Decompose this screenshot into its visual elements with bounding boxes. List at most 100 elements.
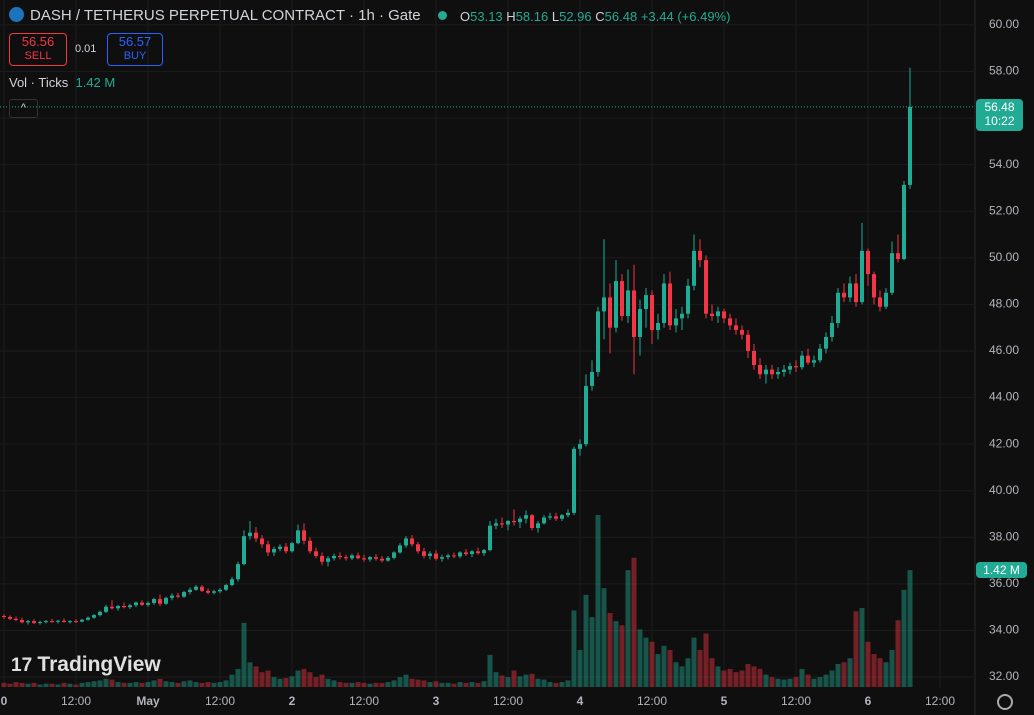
volume-bar — [247, 662, 253, 687]
x-tick-label: May — [136, 694, 160, 708]
volume-bar — [355, 682, 361, 687]
buy-label: BUY — [123, 50, 147, 62]
volume-bar — [649, 641, 655, 687]
candle-body — [524, 515, 528, 519]
volume-bar — [205, 682, 211, 687]
candle-body — [302, 530, 306, 541]
volume-bar — [697, 649, 703, 687]
candle-body — [704, 260, 708, 314]
volume-bar — [517, 676, 523, 687]
volume-bar — [877, 658, 883, 687]
volume-bar — [391, 680, 397, 687]
volume-bar — [37, 684, 43, 687]
volume-bar — [655, 654, 661, 687]
volume-bar — [169, 682, 175, 687]
candle-body — [752, 350, 756, 365]
volume-bar — [127, 682, 133, 687]
candle-body — [494, 523, 498, 526]
volume-bar — [367, 683, 373, 687]
candle-body — [38, 622, 42, 624]
candle-body — [500, 523, 504, 525]
sell-price: 56.56 — [21, 34, 55, 49]
y-tick-label: 52.00 — [989, 203, 1019, 217]
candle-body — [602, 297, 606, 312]
volume-bar — [301, 668, 307, 687]
volume-bar — [469, 682, 475, 687]
candle-body — [398, 545, 402, 553]
volume-bar — [829, 670, 835, 687]
volume-bar — [1, 682, 7, 687]
volume-bar — [565, 680, 571, 687]
volume-bar — [589, 617, 595, 687]
symbol-title[interactable]: DASH / TETHERUS PERPETUAL CONTRACT · 1h … — [30, 7, 421, 24]
volume-bar — [691, 637, 697, 687]
candle-body — [482, 550, 486, 554]
volume-bar — [715, 666, 721, 687]
candle-body — [224, 585, 228, 590]
candle-body — [686, 285, 690, 314]
volume-bar — [199, 682, 205, 687]
candle-body — [716, 311, 720, 317]
candle-body — [62, 620, 66, 623]
settings-icon[interactable] — [997, 694, 1013, 710]
volume-bar — [679, 666, 685, 687]
c-label: C — [595, 9, 605, 24]
candle-body — [842, 292, 846, 298]
candle-body — [896, 253, 900, 259]
candle-body — [368, 557, 372, 560]
volume-bar — [775, 678, 781, 687]
candle-body — [788, 366, 792, 370]
candle-body — [290, 543, 294, 552]
candle-body — [806, 355, 810, 363]
volume-bar — [307, 672, 313, 687]
candle-body — [776, 371, 780, 375]
candle-body — [374, 557, 378, 559]
candle-body — [8, 616, 12, 619]
candle-body — [764, 369, 768, 375]
candle-body — [338, 555, 342, 558]
volume-bar — [91, 681, 97, 687]
candle-body — [866, 250, 870, 275]
collapse-button[interactable]: ^ — [9, 99, 38, 118]
countdown: 10:22 — [984, 114, 1015, 128]
candle-body — [596, 311, 600, 372]
volume-bar — [883, 662, 889, 687]
volume-bar — [811, 678, 817, 687]
volume-bar — [61, 682, 67, 687]
volume-bar — [607, 612, 613, 687]
candle-body — [476, 551, 480, 554]
x-tick-label: 12:00 — [637, 694, 667, 708]
volume-bar — [235, 668, 241, 687]
volume-bar — [505, 677, 511, 687]
volume-bar — [229, 674, 235, 687]
candle-body — [800, 355, 804, 368]
buy-button[interactable]: 56.57 BUY — [107, 33, 163, 66]
sell-button[interactable]: 56.56 SELL — [9, 33, 67, 66]
l-label: L — [551, 9, 560, 24]
volume-bar — [577, 649, 583, 687]
candle-body — [344, 557, 348, 559]
candle-body — [854, 283, 858, 303]
candle-body — [668, 283, 672, 326]
candle-body — [266, 544, 270, 553]
volume-bar — [163, 681, 169, 687]
candle-body — [50, 621, 54, 623]
candle-body — [14, 618, 18, 620]
change: +3.44 (+6.49%) — [640, 9, 731, 24]
candle-body — [890, 253, 894, 293]
volume-bar — [19, 682, 25, 687]
y-tick-label: 32.00 — [989, 669, 1019, 683]
volume-bar — [601, 588, 607, 687]
volume-bar — [97, 680, 103, 687]
volume-bar — [787, 678, 793, 687]
candle-body — [530, 515, 534, 528]
volume-bar — [13, 682, 19, 687]
coin-icon — [9, 7, 24, 22]
volume-bar — [541, 679, 547, 687]
candle-body — [824, 337, 828, 349]
candle-body — [128, 605, 132, 608]
candle-body — [782, 369, 786, 372]
candle-body — [542, 517, 546, 524]
candle-body — [584, 385, 588, 445]
candle-body — [614, 281, 618, 328]
